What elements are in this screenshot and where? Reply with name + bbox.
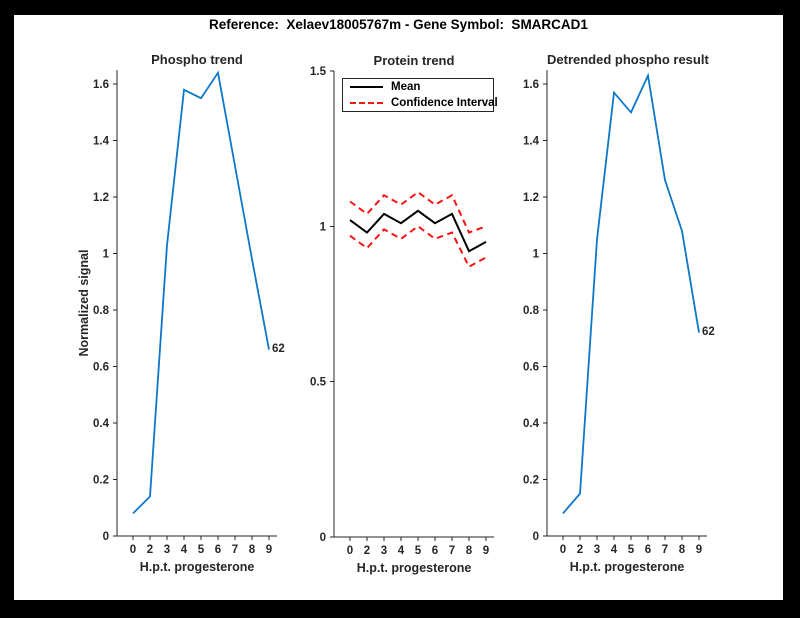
subplot-title-protein-trend: Protein trend [373,53,455,68]
x-tick-label: 0 [347,545,353,557]
x-tick-label: 8 [466,545,473,557]
y-tick-label: 1 [533,249,540,261]
x-tick-label: 6 [432,545,438,557]
series-phospho-signal [132,70,270,515]
subplot-title-detrended-phospho: Detrended phospho result [547,52,709,67]
line-end-label-plot1: 62 [272,343,285,355]
y-tick-label: 0.5 [310,377,327,389]
x-tick-label: 7 [232,544,238,556]
line-end-label-plot3: 62 [702,326,715,338]
y-tick-label: 0.4 [523,418,540,430]
y-tick-label: 1.5 [310,66,327,78]
y-tick-label: 0.6 [523,362,539,374]
y-tick-label: 0.2 [93,475,109,487]
axes-spines-0 [116,70,277,537]
legend-label-confidence-interval: Confidence Interval [391,97,498,109]
legend-entry-mean: Mean [343,79,493,95]
mean-line-sample [350,86,383,88]
x-tick-label: 3 [594,544,600,556]
legend-label-mean: Mean [391,81,421,93]
series-mean [349,209,487,253]
y-tick-label: 0 [533,531,539,543]
x-tick-label: 0 [130,544,136,556]
x-tick-label: 2 [147,544,153,556]
y-tick-label: 1 [103,249,110,261]
x-tick-label: 9 [483,545,489,557]
x-tick-label: 4 [181,544,188,556]
x-tick-label: 8 [679,544,686,556]
x-tick-label: 3 [164,544,170,556]
y-tick-label: 1.6 [93,79,109,91]
y-axis-label-normalized-signal: Normalized signal [77,249,91,357]
series-confidence-lower [349,225,487,269]
series-confidence-upper [349,190,487,234]
confidence-interval-line-sample [350,102,383,104]
y-tick-label: 0.6 [93,362,109,374]
y-tick-label: 1.2 [93,192,109,204]
x-tick-label: 7 [662,544,668,556]
y-tick-label: 0.8 [523,305,540,317]
y-tick-label: 1.2 [523,192,539,204]
y-tick-label: 0 [103,531,109,543]
y-tick-label: 1.4 [523,136,540,148]
x-tick-label: 4 [611,544,618,556]
x-tick-label: 8 [249,544,256,556]
legend-box: Mean Confidence Interval [342,78,498,112]
figure-title: Reference: Xelaev18005767m - Gene Symbol… [209,17,588,32]
y-tick-label: 0 [320,532,326,544]
y-tick-label: 1.4 [93,136,110,148]
x-tick-label: 2 [364,545,370,557]
y-tick-label: 0.4 [93,418,110,430]
x-tick-label: 0 [560,544,566,556]
legend-entry-confidence-interval: Confidence Interval [343,95,498,111]
axes-spines-2 [546,70,707,537]
y-tick-label: 0.2 [523,475,539,487]
axes-spines-1 [333,71,494,538]
x-tick-label: 5 [198,544,205,556]
x-tick-label: 5 [628,544,635,556]
series-detrended-phospho-signal [562,72,700,514]
y-tick-label: 0.8 [93,305,110,317]
x-tick-label: 9 [266,544,272,556]
x-axis-label-plot2: H.p.t. progesterone [356,561,472,575]
x-tick-label: 4 [398,545,405,557]
x-axis-label-plot1: H.p.t. progesterone [139,560,255,574]
x-tick-label: 6 [645,544,651,556]
x-tick-label: 7 [449,545,455,557]
x-axis-label-plot3: H.p.t. progesterone [569,560,685,574]
x-tick-label: 5 [415,545,422,557]
subplot-title-phospho-trend: Phospho trend [151,52,243,67]
y-tick-label: 1 [320,221,327,233]
y-tick-label: 1.6 [523,79,539,91]
x-tick-label: 9 [696,544,702,556]
x-tick-label: 2 [577,544,583,556]
x-tick-label: 3 [381,545,387,557]
x-tick-label: 6 [215,544,221,556]
